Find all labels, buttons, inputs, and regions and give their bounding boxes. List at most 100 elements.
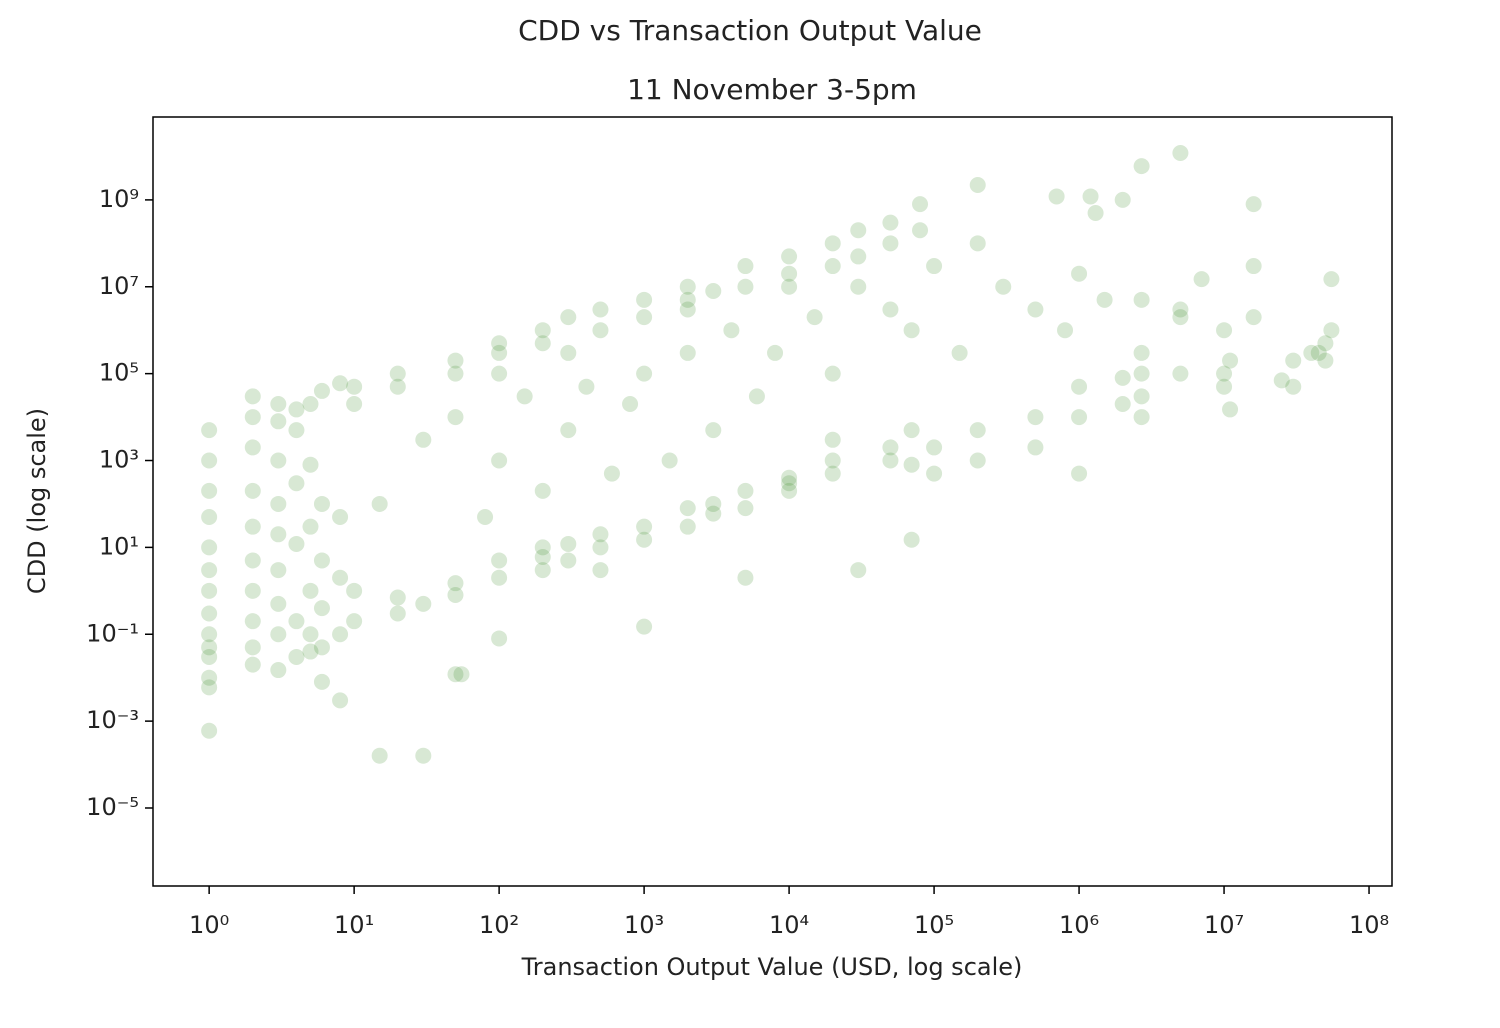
point: [824, 258, 841, 275]
point: [270, 595, 287, 612]
point: [270, 526, 287, 543]
x-tick-label: 10⁶: [1059, 911, 1099, 939]
point: [679, 500, 696, 517]
point: [1273, 372, 1290, 389]
point: [288, 475, 305, 492]
point: [926, 465, 943, 482]
y-tick-label: 10⁹: [99, 185, 139, 213]
point: [592, 539, 609, 556]
point: [592, 301, 609, 318]
point: [270, 562, 287, 579]
point: [302, 643, 319, 660]
point: [371, 747, 388, 764]
point: [781, 482, 798, 499]
point: [1172, 365, 1189, 382]
point: [560, 535, 577, 552]
x-tick-label: 10⁷: [1204, 911, 1244, 939]
point: [560, 309, 577, 326]
point: [912, 196, 929, 213]
point: [850, 248, 867, 265]
point: [244, 552, 261, 569]
point: [1114, 395, 1131, 412]
point: [824, 465, 841, 482]
point: [201, 639, 218, 656]
point: [1323, 322, 1340, 339]
point: [903, 456, 920, 473]
point: [850, 222, 867, 239]
point: [560, 422, 577, 439]
point: [534, 322, 551, 339]
point: [447, 365, 464, 382]
x-tick-label: 10²: [479, 911, 519, 939]
point: [1071, 465, 1088, 482]
point: [592, 526, 609, 543]
point: [1323, 271, 1340, 288]
point: [1096, 291, 1113, 308]
point: [288, 535, 305, 552]
point: [679, 518, 696, 535]
point: [415, 747, 432, 764]
y-tick-label: 10⁻¹: [86, 619, 139, 647]
point: [1048, 188, 1065, 205]
point: [534, 482, 551, 499]
y-tick-label: 10⁻³: [86, 706, 139, 734]
point: [903, 422, 920, 439]
point: [636, 618, 653, 635]
point: [332, 692, 349, 709]
y-tick-label: 10⁵: [99, 359, 139, 387]
point: [313, 639, 330, 656]
point: [1172, 309, 1189, 326]
point: [903, 531, 920, 548]
point: [516, 388, 533, 405]
point: [1071, 378, 1088, 395]
point: [313, 600, 330, 617]
point: [302, 456, 319, 473]
point: [288, 648, 305, 665]
y-tick-label: 10⁷: [99, 272, 139, 300]
point: [1082, 188, 1099, 205]
point: [1133, 409, 1150, 426]
point: [1114, 191, 1131, 208]
point: [201, 452, 218, 469]
point: [389, 589, 406, 606]
point: [1193, 271, 1210, 288]
point: [737, 500, 754, 517]
point: [882, 439, 899, 456]
points: [201, 145, 1340, 764]
point: [636, 531, 653, 548]
point: [244, 439, 261, 456]
point: [1071, 409, 1088, 426]
chart-subtitle: 11 November 3-5pm: [627, 73, 917, 106]
y-axis-label: CDD (log scale): [23, 408, 51, 594]
point: [201, 605, 218, 622]
point: [1057, 322, 1074, 339]
point: [288, 613, 305, 630]
point: [244, 582, 261, 599]
point: [882, 235, 899, 252]
point: [603, 465, 620, 482]
point: [705, 495, 722, 512]
point: [882, 301, 899, 318]
point: [1303, 344, 1320, 361]
point: [201, 539, 218, 556]
point: [201, 626, 218, 643]
point: [592, 562, 609, 579]
point: [705, 505, 722, 522]
point: [534, 539, 551, 556]
point: [969, 235, 986, 252]
point: [313, 382, 330, 399]
point: [781, 469, 798, 486]
point: [679, 291, 696, 308]
point: [748, 388, 765, 405]
point: [622, 395, 639, 412]
point: [491, 344, 508, 361]
point: [302, 395, 319, 412]
x-tick-label: 10⁸: [1349, 911, 1389, 939]
point: [346, 613, 363, 630]
point: [806, 309, 823, 326]
point: [824, 235, 841, 252]
point: [1071, 265, 1088, 282]
point: [415, 595, 432, 612]
